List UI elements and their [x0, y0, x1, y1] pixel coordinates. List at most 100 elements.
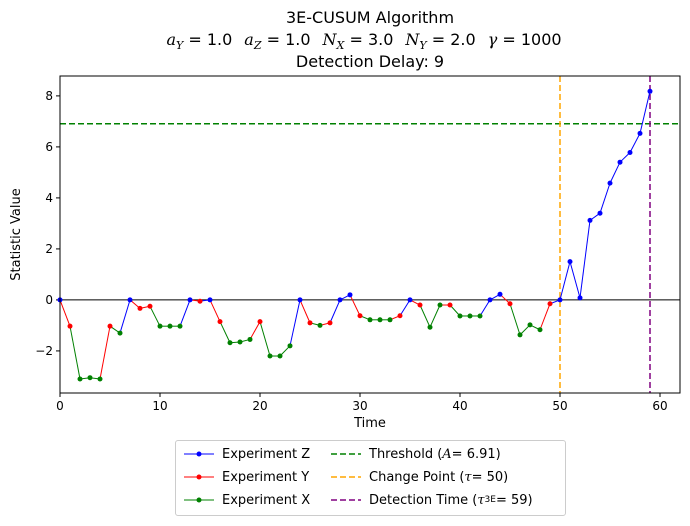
plot-frame: [59, 75, 681, 394]
point-y: [307, 320, 313, 326]
detection-delay: Detection Delay: 9: [295, 52, 445, 71]
legend-subscript: 3E: [484, 495, 496, 505]
segment-z: [599, 182, 611, 214]
point-z: [347, 292, 353, 298]
point-y: [257, 319, 263, 325]
point-z: [487, 297, 493, 303]
x-tick-label: 20: [252, 399, 267, 413]
y-tick-label: 8: [45, 89, 53, 103]
point-x: [167, 323, 173, 329]
segment-y: [99, 326, 111, 380]
point-z: [587, 217, 593, 223]
point-z: [557, 297, 563, 303]
segment-z: [289, 299, 301, 346]
point-z: [187, 297, 193, 303]
y-tick-label: −2: [35, 344, 53, 358]
chart-title: 3E-CUSUM Algorithm: [285, 8, 455, 27]
legend-symbol: τ: [464, 469, 472, 485]
legend-x: Experiment X: [184, 490, 310, 510]
parameter: NX = 3.0: [322, 30, 394, 53]
x-tick-label: 50: [552, 399, 567, 413]
legend-label: = 50): [471, 469, 509, 485]
y-tick-label: 4: [45, 191, 53, 205]
segment-z: [629, 133, 641, 153]
segment-z: [609, 161, 621, 184]
point-y: [107, 323, 113, 329]
x-axis-label: Time: [353, 416, 386, 431]
point-x: [477, 313, 483, 319]
x-tick-label: 0: [56, 399, 64, 413]
legend-label: Detection Time (: [369, 492, 478, 508]
point-x: [157, 323, 163, 329]
parameter: NY = 2.0: [405, 30, 476, 53]
point-y: [67, 323, 73, 329]
point-x: [267, 353, 273, 359]
x-tick-label: 30: [352, 399, 367, 413]
legend-label: Experiment Y: [222, 469, 310, 485]
y-axis-label: Statistic Value: [9, 188, 24, 281]
segment-x: [69, 326, 81, 380]
x-tick-label: 40: [452, 399, 467, 413]
segment-y: [59, 299, 71, 327]
point-y: [357, 313, 363, 319]
segment-y: [299, 299, 311, 324]
point-z: [597, 210, 603, 216]
segment-x: [219, 321, 231, 343]
point-x: [537, 327, 543, 333]
segment-z: [399, 299, 411, 316]
point-z: [617, 159, 623, 165]
point-z: [497, 291, 503, 297]
point-y: [447, 302, 453, 308]
segment-z: [479, 299, 491, 317]
point-x: [317, 322, 323, 328]
y-tick-label: 2: [45, 242, 53, 256]
parameter: γ = 1000: [487, 30, 562, 49]
point-z: [207, 297, 213, 303]
point-x: [427, 324, 433, 330]
legend-y: Experiment Y: [184, 467, 309, 487]
point-x: [87, 375, 93, 381]
point-x: [437, 302, 443, 308]
chart-parameters: aY = 1.0 aZ = 1.0 NX = 3.0 NY = 2.0 γ = 1000: [60, 30, 680, 52]
legend-z: Experiment Z: [184, 444, 310, 464]
point-y: [147, 303, 153, 309]
legend-label: = 6.91): [451, 446, 501, 462]
point-z: [627, 150, 633, 156]
segment-z: [559, 261, 571, 301]
point-x: [247, 336, 253, 342]
point-y: [507, 301, 513, 307]
point-z: [337, 297, 343, 303]
point-x: [237, 339, 243, 345]
legend-symbol: τ: [477, 492, 485, 508]
point-x: [377, 317, 383, 323]
point-x: [287, 343, 293, 349]
legend-detection-time: Detection Time (τ 3E = 59): [331, 490, 533, 510]
legend-label: Threshold (: [369, 446, 443, 462]
y-tick-label: 0: [45, 293, 53, 307]
legend-threshold: Threshold (A = 6.91): [331, 444, 501, 464]
point-x: [277, 353, 283, 359]
legend-label: = 59): [495, 492, 533, 508]
x-tick-label: 10: [152, 399, 167, 413]
segment-z: [329, 299, 341, 324]
legend-label: Experiment X: [222, 492, 311, 508]
point-z: [577, 295, 583, 301]
point-x: [117, 330, 123, 336]
legend: Experiment Z Experiment Y Experiment X T…: [175, 440, 566, 516]
point-y: [397, 313, 403, 319]
legend-label: Change Point (: [369, 469, 465, 485]
legend-symbol: A: [442, 446, 452, 462]
parameter: aY = 1.0: [166, 30, 233, 53]
point-x: [387, 317, 393, 323]
segment-y: [209, 299, 221, 322]
point-x: [77, 376, 83, 382]
point-x: [227, 340, 233, 346]
segment-z: [179, 299, 191, 327]
point-x: [527, 322, 533, 328]
y-tick-label: 6: [45, 140, 53, 154]
segment-x: [259, 321, 271, 357]
legend-label: Experiment Z: [222, 446, 311, 462]
point-z: [127, 297, 133, 303]
point-y: [217, 319, 223, 325]
